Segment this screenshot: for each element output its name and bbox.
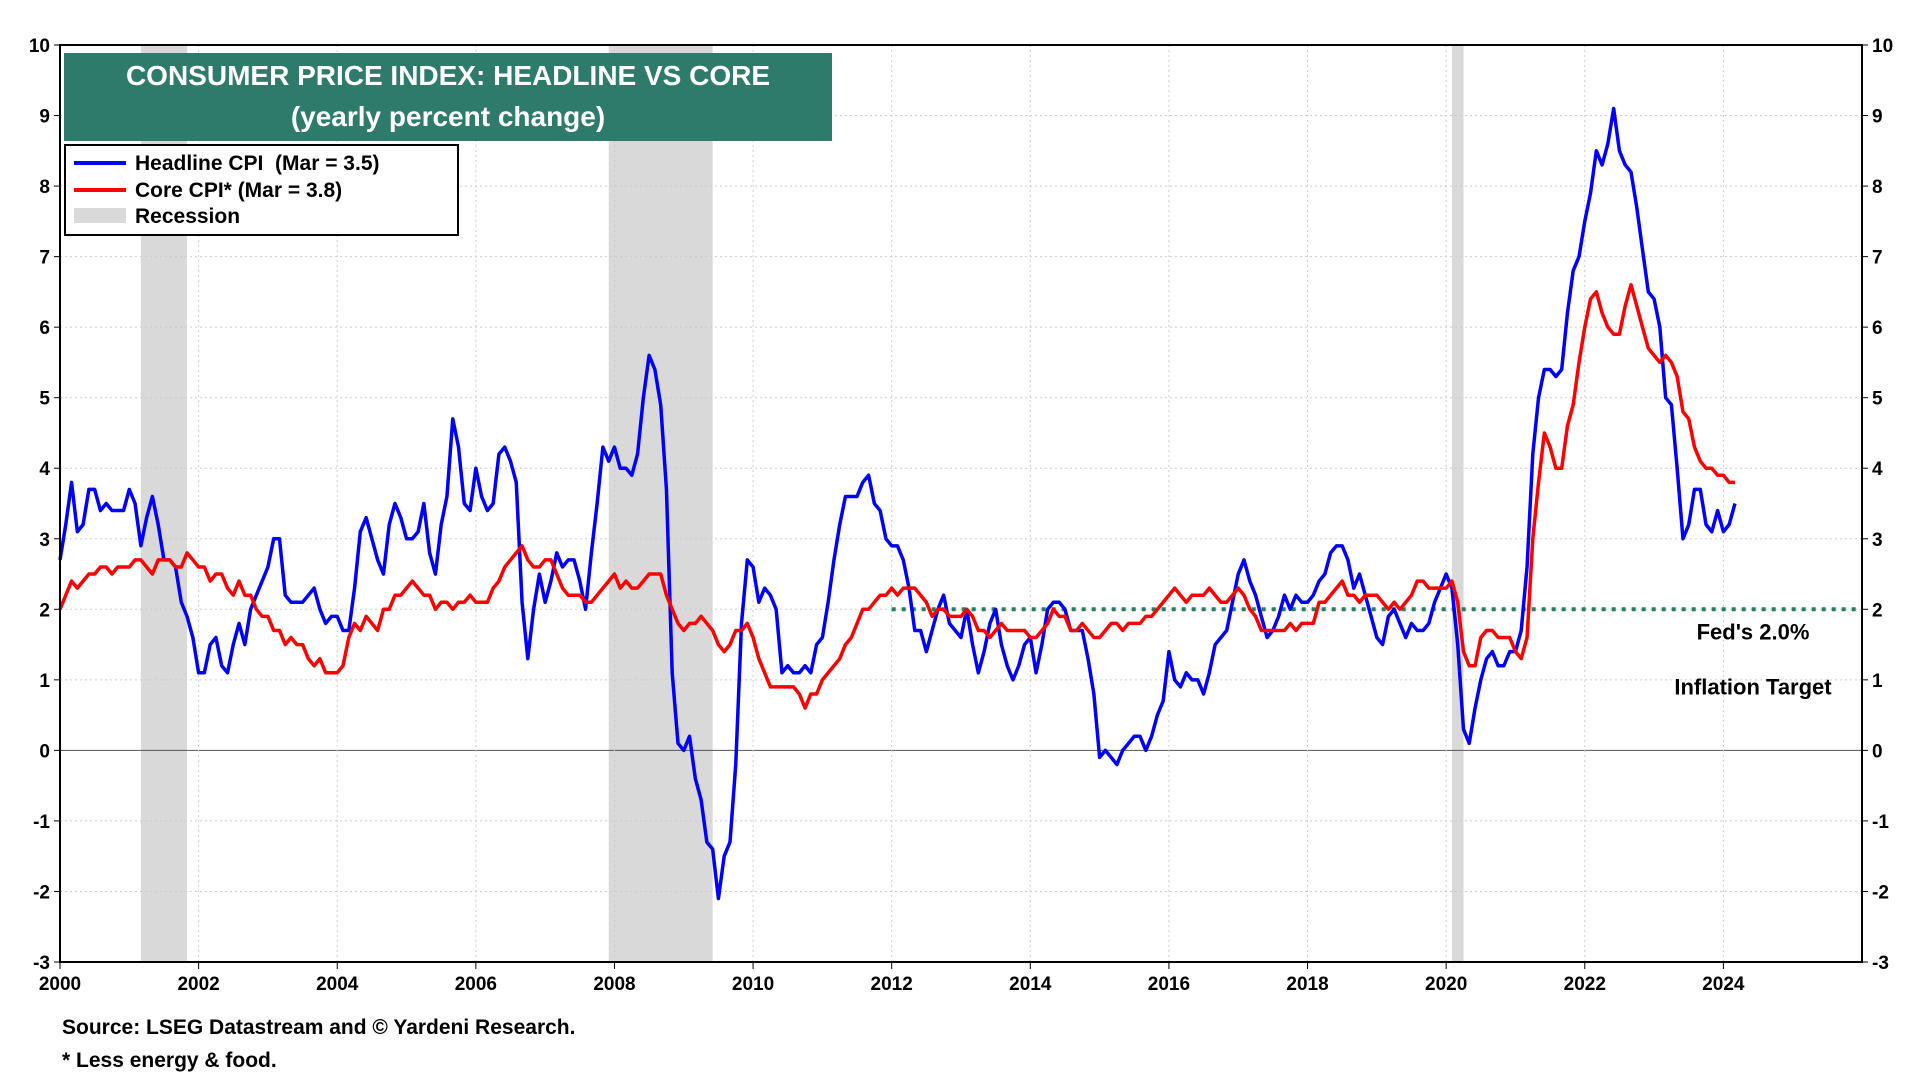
legend-box [64, 144, 459, 236]
y-tick-label: -1 [33, 812, 50, 833]
x-tick-label: 2002 [177, 974, 219, 995]
y2-tick-label: 4 [1872, 459, 1883, 480]
y2-tick-label: -3 [1872, 953, 1889, 974]
title-box [64, 53, 832, 141]
legend-label: Core CPI* (Mar = 3.8) [135, 179, 342, 202]
y-tick-label: 1 [39, 671, 50, 692]
series-line [58, 283, 1735, 710]
y-tick-label: 10 [29, 36, 50, 57]
y2-tick-label: 6 [1872, 318, 1883, 339]
x-tick-label: 2024 [1702, 974, 1745, 995]
x-tick-label: 2010 [732, 974, 774, 995]
y-tick-label: 7 [39, 248, 50, 269]
legend-label: Headline CPI (Mar = 3.5) [135, 152, 380, 175]
x-tick-label: 2004 [316, 974, 359, 995]
y2-tick-label: 3 [1872, 530, 1883, 551]
x-tick-label: 2014 [1009, 974, 1052, 995]
y2-tick-label: 10 [1872, 36, 1893, 57]
legend-swatch [74, 208, 126, 223]
y2-tick-label: 5 [1872, 389, 1883, 410]
x-tick-label: 2012 [871, 974, 913, 995]
y-tick-label: 4 [39, 459, 50, 480]
x-tick-label: 2016 [1148, 974, 1190, 995]
y-tick-label: 0 [39, 741, 50, 762]
recession-band [608, 45, 713, 962]
x-tick-label: 2008 [593, 974, 635, 995]
chart-subtitle: (yearly percent change) [291, 101, 605, 132]
x-tick-label: 2006 [455, 974, 497, 995]
y-tick-label: 3 [39, 530, 50, 551]
y2-tick-label: 9 [1872, 107, 1883, 128]
target-label: Inflation Target [1674, 675, 1832, 700]
y2-tick-label: 8 [1872, 177, 1883, 198]
y-tick-label: -3 [33, 953, 50, 974]
y-tick-label: 6 [39, 318, 50, 339]
target-label: Fed's 2.0% [1697, 619, 1810, 644]
y-tick-label: 2 [39, 600, 50, 621]
y2-tick-label: -2 [1872, 882, 1889, 903]
y-tick-label: 5 [39, 389, 50, 410]
x-tick-label: 2020 [1425, 974, 1467, 995]
recession-band [1451, 45, 1464, 962]
chart-title: CONSUMER PRICE INDEX: HEADLINE VS CORE [126, 60, 770, 91]
x-tick-label: 2000 [39, 974, 81, 995]
footnote: Source: LSEG Datastream and © Yardeni Re… [62, 1016, 575, 1039]
y2-tick-label: 2 [1872, 600, 1883, 621]
y-tick-label: 9 [39, 107, 50, 128]
series-line [58, 106, 1737, 901]
y2-tick-label: 1 [1872, 671, 1883, 692]
legend-label: Recession [135, 205, 240, 228]
x-tick-label: 2018 [1286, 974, 1328, 995]
y2-tick-label: 7 [1872, 248, 1883, 269]
footnote: * Less energy & food. [62, 1049, 277, 1072]
plot-frame [59, 44, 1863, 963]
y-tick-label: 8 [39, 177, 50, 198]
y2-tick-label: -1 [1872, 812, 1889, 833]
x-tick-label: 2022 [1564, 974, 1606, 995]
y2-tick-label: 0 [1872, 741, 1883, 762]
y-tick-label: -2 [33, 882, 50, 903]
